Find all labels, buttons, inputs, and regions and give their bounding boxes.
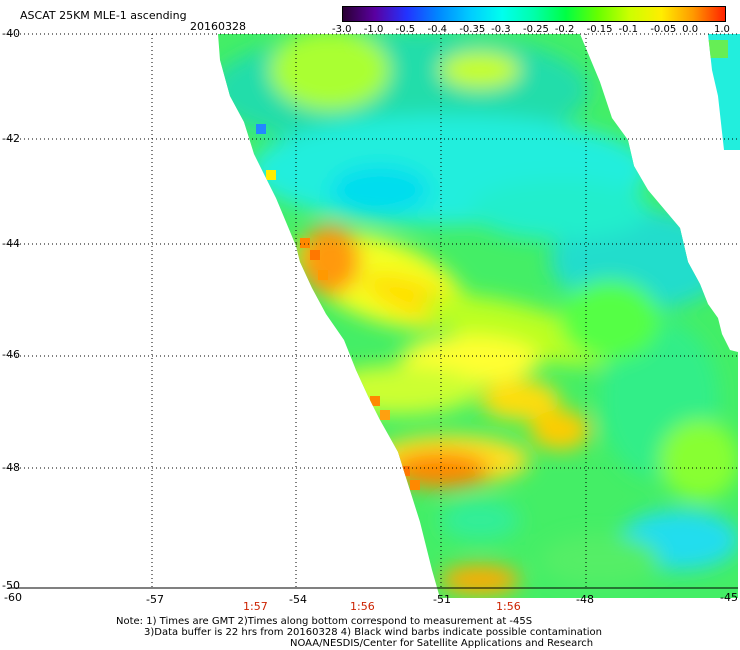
pass-time-label: 1:57	[243, 600, 268, 613]
lat-label: -40	[2, 27, 20, 40]
color-scale-tick-label: -3.0	[332, 24, 352, 35]
product-title: ASCAT 25KM MLE-1 ascending	[20, 9, 187, 22]
product-date: 20160328	[190, 20, 246, 33]
color-scale-tick-label: -0.2	[554, 24, 575, 35]
color-scale-tick-label: -0.3	[491, 24, 511, 35]
credit-line: NOAA/NESDIS/Center for Satellite Applica…	[290, 638, 594, 649]
color-scale-tick-label: 0.0	[682, 24, 699, 35]
pass-time-label: 1:56	[496, 600, 521, 613]
color-scale-tick-label: -0.4	[427, 24, 448, 35]
color-scale-tick-label: -0.5	[395, 24, 416, 35]
pass-time-label: 1:56	[350, 600, 375, 613]
note-line-1: Note: 1) Times are GMT 2)Times along bot…	[116, 616, 533, 627]
lat-label: -44	[2, 237, 20, 250]
color-scale-tick-label: -0.25	[523, 24, 549, 35]
lon-label: -51	[433, 593, 451, 606]
lon-label: -57	[146, 593, 164, 606]
lon-label: -48	[576, 593, 594, 606]
color-scale-tick-label: -0.1	[618, 24, 639, 35]
color-scale-tick-label: -0.05	[650, 24, 677, 35]
lat-label: -50	[2, 579, 20, 592]
note-line-2: 3)Data buffer is 22 hrs from 20160328 4)…	[144, 627, 602, 638]
lat-label: -46	[2, 348, 20, 361]
lon-label: -60	[4, 591, 22, 604]
color-scale-tick-label: -1.0	[363, 24, 384, 35]
color-scale-bar	[342, 6, 726, 22]
lat-label: -42	[2, 132, 20, 145]
lon-label: -54	[289, 593, 307, 606]
color-scale-tick-label: 1.0	[714, 24, 730, 35]
color-scale-tick-label: -0.35	[459, 24, 486, 35]
lat-label: -48	[2, 461, 20, 474]
color-scale-tick-label: -0.15	[586, 24, 613, 35]
lon-label: -45	[720, 591, 738, 604]
